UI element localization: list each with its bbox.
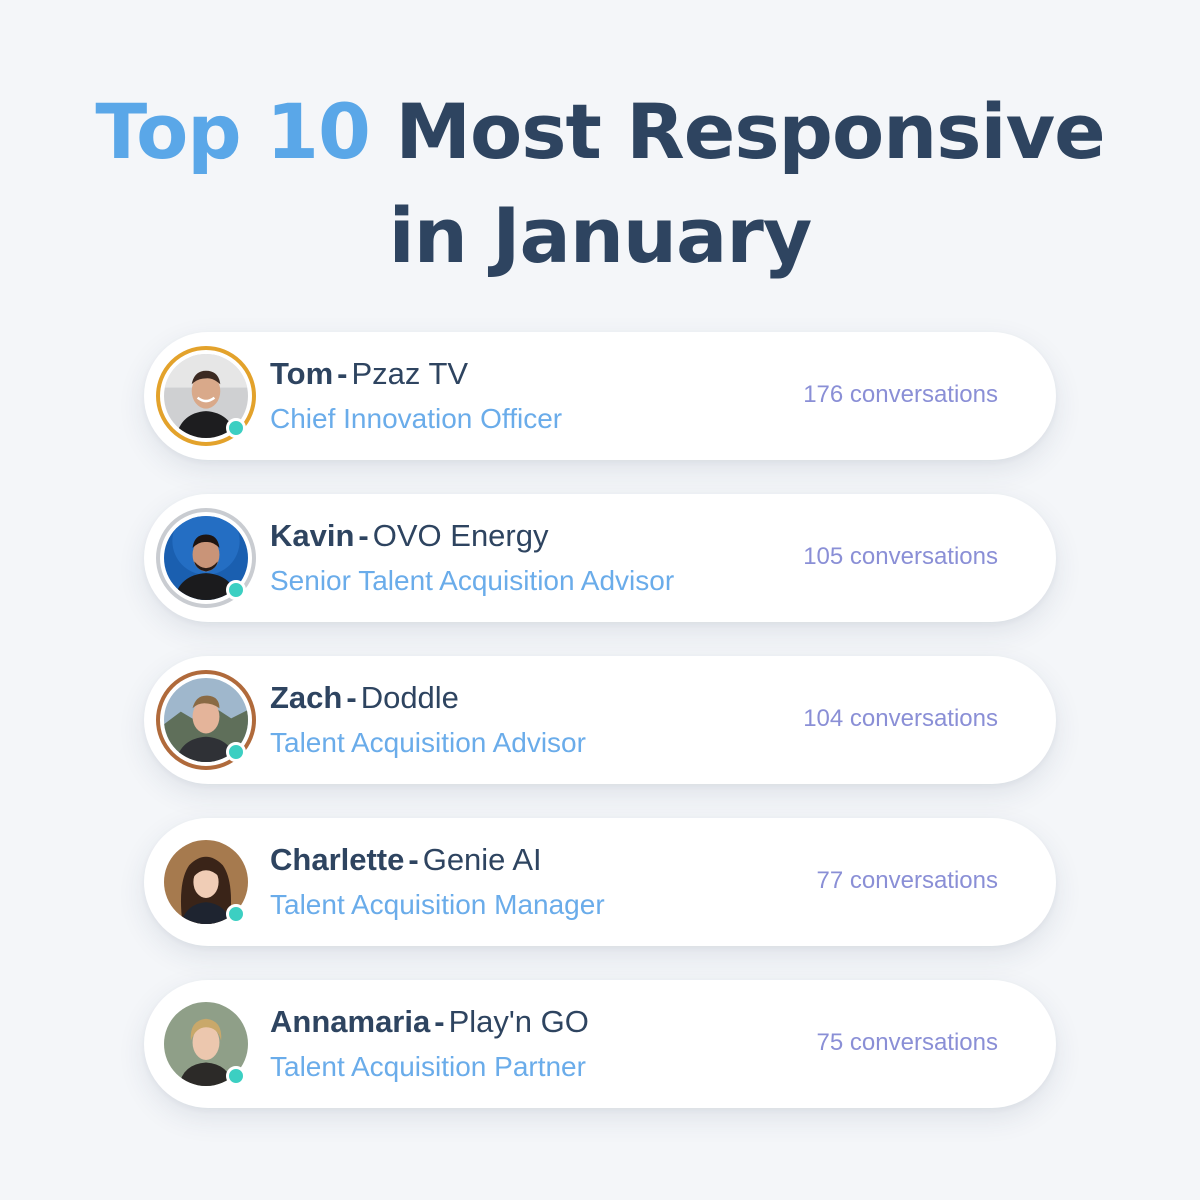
title-line-1-rest: Most Responsive: [395, 87, 1105, 176]
separator: -: [337, 356, 348, 391]
person-role: Talent Acquisition Advisor: [270, 727, 586, 758]
leaderboard-row-kavin[interactable]: Kavin - OVO Energy Senior Talent Acquisiti…: [144, 494, 1056, 622]
online-status-icon: [226, 580, 246, 600]
conversation-count: 176 conversations: [803, 381, 998, 408]
person-role: Talent Acquisition Manager: [270, 889, 605, 920]
online-status-icon: [226, 1066, 246, 1086]
person-heading: Zach - Doddle: [270, 680, 459, 716]
person-name: Zach: [270, 680, 343, 715]
person-name: Charlette: [270, 842, 405, 877]
separator: -: [408, 842, 419, 877]
title-line-1: Top 10 Most Responsive: [0, 80, 1200, 184]
person-heading: Tom - Pzaz TV: [270, 356, 468, 392]
person-heading: Kavin - OVO Energy: [270, 518, 549, 554]
person-company: OVO Energy: [372, 518, 549, 553]
online-status-icon: [226, 418, 246, 438]
conversation-count: 77 conversations: [816, 867, 998, 894]
separator: -: [358, 518, 369, 553]
person-role: Senior Talent Acquisition Advisor: [270, 565, 675, 596]
person-heading: Annamaria - Play'n GO: [270, 1004, 589, 1040]
title-line-2: in January: [388, 191, 813, 280]
person-company: Pzaz TV: [351, 356, 469, 391]
conversation-count: 105 conversations: [803, 543, 998, 570]
person-role: Talent Acquisition Partner: [270, 1051, 586, 1082]
person-name: Kavin: [270, 518, 355, 553]
leaderboard-row-annamaria[interactable]: Annamaria - Play'n GO Talent Acquisition P…: [144, 980, 1056, 1108]
online-status-icon: [226, 904, 246, 924]
person-name: Annamaria: [270, 1004, 431, 1039]
avatar: [156, 346, 256, 446]
avatar-photo-icon: [164, 354, 248, 438]
leaderboard-row-tom[interactable]: Tom - Pzaz TV Chief Innovation Officer 176…: [144, 332, 1056, 460]
avatar-photo-icon: [164, 840, 248, 924]
person-name: Tom: [270, 356, 334, 391]
leaderboard-row-charlette[interactable]: Charlette - Genie AI Talent Acquisition Ma…: [144, 818, 1056, 946]
person-heading: Charlette - Genie AI: [270, 842, 542, 878]
conversation-count: 75 conversations: [816, 1029, 998, 1056]
page-title: Top 10 Most Responsive in January: [0, 80, 1200, 288]
leaderboard-list: Tom - Pzaz TV Chief Innovation Officer 176…: [144, 332, 1056, 1142]
person-role: Chief Innovation Officer: [270, 403, 563, 434]
online-status-icon: [226, 742, 246, 762]
conversation-count: 104 conversations: [803, 705, 998, 732]
leaderboard-row-zach[interactable]: Zach - Doddle Talent Acquisition Advisor 1…: [144, 656, 1056, 784]
person-company: Genie AI: [422, 842, 542, 877]
separator: -: [434, 1004, 445, 1039]
person-company: Play'n GO: [448, 1004, 589, 1039]
title-accent: Top 10: [95, 87, 371, 176]
separator: -: [346, 680, 357, 715]
person-company: Doddle: [360, 680, 459, 715]
